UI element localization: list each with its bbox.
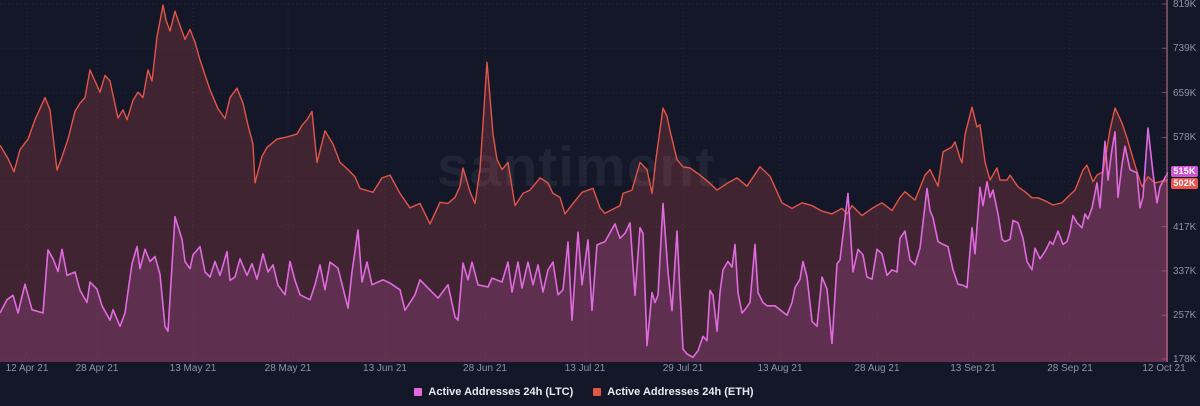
y-axis-tick-label: 819K: [1173, 0, 1197, 10]
y-axis-tick-label: 739K: [1173, 43, 1197, 55]
y-axis-tick-label: 417K: [1173, 221, 1197, 233]
legend-item-eth[interactable]: Active Addresses 24h (ETH): [593, 386, 754, 398]
legend-label-eth: Active Addresses 24h (ETH): [607, 386, 754, 398]
ltc-legend-swatch-icon: [414, 388, 423, 396]
x-axis-tick-label: 13 Jun 21: [363, 363, 407, 374]
x-axis-tick-label: 13 Jul 21: [564, 363, 606, 374]
y-axis-tick-label: 578K: [1173, 132, 1197, 144]
y-axis-tick-label: 257K: [1173, 310, 1197, 322]
eth-current-value-badge: 502K: [1171, 177, 1198, 189]
x-axis-tick-label: 13 Aug 21: [757, 363, 803, 374]
x-axis-tick-label: 28 May 21: [264, 363, 312, 374]
x-axis-tick-label: 13 May 21: [169, 363, 217, 374]
y-axis-tick-label: 659K: [1173, 87, 1197, 99]
x-axis-tick-label: 28 Sep 21: [1047, 363, 1093, 374]
legend-item-ltc[interactable]: Active Addresses 24h (LTC): [414, 386, 573, 398]
x-axis-tick-label: 28 Jun 21: [463, 363, 507, 374]
ltc-current-value-badge: 515K: [1171, 166, 1198, 178]
x-axis-tick-label: 12 Apr 21: [5, 363, 49, 374]
y-axis-tick-label: 337K: [1173, 265, 1197, 277]
eth-legend-swatch-icon: [593, 388, 602, 396]
legend-label-ltc: Active Addresses 24h (LTC): [428, 386, 574, 398]
y-axis-tick-label: 178K: [1173, 354, 1197, 365]
x-axis-tick-label: 28 Apr 21: [75, 363, 119, 374]
chart-canvas[interactable]: [0, 0, 1168, 362]
x-axis-tick-label: 28 Aug 21: [854, 363, 900, 374]
x-axis-tick-label: 13 Sep 21: [950, 363, 996, 374]
x-axis-tick-label: 29 Jul 21: [662, 363, 704, 374]
x-axis-tick-label: 12 Oct 21: [1142, 363, 1186, 374]
chart-legend: Active Addresses 24h (LTC) Active Addres…: [0, 382, 1168, 402]
